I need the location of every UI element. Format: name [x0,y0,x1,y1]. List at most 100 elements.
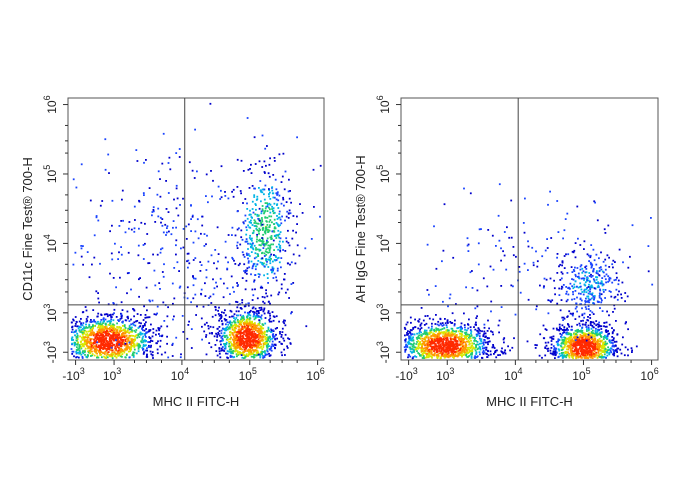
density-dot [187,259,190,262]
density-dot [276,215,278,217]
density-dot [596,344,599,347]
density-dot [112,327,114,330]
density-dot [259,238,261,241]
density-dot [236,350,239,353]
density-dot [538,354,541,357]
density-dot [258,335,261,337]
density-dot [244,348,247,350]
density-dot [274,254,277,257]
density-dot [265,253,268,256]
density-dot [104,356,106,359]
density-dot [452,342,455,345]
density-dot [118,352,120,355]
density-dot [419,343,422,346]
density-dot [485,348,488,351]
density-dot [124,356,127,359]
density-dot [143,329,146,332]
density-dot [252,315,255,318]
density-dot [260,351,262,353]
density-dot [85,330,88,333]
density-dot [90,334,92,337]
density-dot [581,339,584,342]
density-dot [604,349,606,352]
density-dot [80,346,82,349]
density-dot [211,332,213,334]
density-dot [435,347,438,349]
density-dot [273,157,276,159]
density-dot [427,345,430,348]
density-dot [235,310,238,313]
density-dot [436,356,439,358]
density-dot [92,309,95,311]
density-dot [447,352,450,354]
density-dot [137,327,140,329]
density-dot [128,356,131,359]
density-dot [236,282,238,284]
density-dot [482,334,485,336]
density-dot [584,350,586,353]
density-dot [426,350,429,353]
density-dot [430,343,432,345]
density-dot [253,257,256,260]
density-dot [255,204,257,206]
density-dot [461,354,463,357]
density-dot [446,341,448,344]
density-dot [266,330,268,332]
density-dot [227,327,230,330]
density-dot [409,337,412,340]
density-dot [409,316,412,319]
density-dot [428,317,431,320]
density-dot [92,325,94,327]
density-dot [566,348,568,351]
density-dot [592,349,595,352]
density-dot [84,347,87,350]
density-dot [475,346,477,349]
density-dot [109,320,111,322]
density-dot [298,254,301,257]
density-dot [441,348,444,351]
density-dot [232,343,235,346]
density-dot [123,351,126,354]
density-dot [243,270,245,272]
density-dot [483,351,486,354]
density-dot [149,350,152,353]
density-dot [252,351,255,354]
density-dot [201,338,203,341]
density-dot [93,348,96,350]
density-dot [100,327,103,330]
density-dot [411,345,414,348]
density-dot [121,353,124,356]
density-dot [437,340,440,343]
density-dot [404,349,407,351]
density-dot [593,348,595,350]
density-dot [273,259,276,261]
density-dot [278,216,281,219]
density-dot [485,352,488,355]
density-dot [539,333,542,336]
density-dot [238,346,241,348]
density-dot [93,319,95,321]
density-dot [572,357,574,360]
density-dot [232,258,234,260]
density-dot [439,331,442,334]
density-dot [584,341,587,344]
density-dot [237,330,240,333]
density-dot [221,311,223,314]
density-dot [591,325,594,328]
density-dot [492,344,494,346]
density-dot [236,314,238,317]
density-dot [235,353,238,356]
density-dot [132,356,135,358]
density-dot [567,338,569,340]
density-dot [236,186,239,188]
density-dot [250,323,253,326]
density-dot [268,319,271,321]
density-dot [255,340,257,343]
density-dot [567,355,570,357]
density-dot [163,263,165,266]
density-dot [447,331,450,334]
density-dot [630,347,633,350]
density-dot [97,312,100,315]
density-dot [151,354,154,357]
density-dot [188,320,190,323]
